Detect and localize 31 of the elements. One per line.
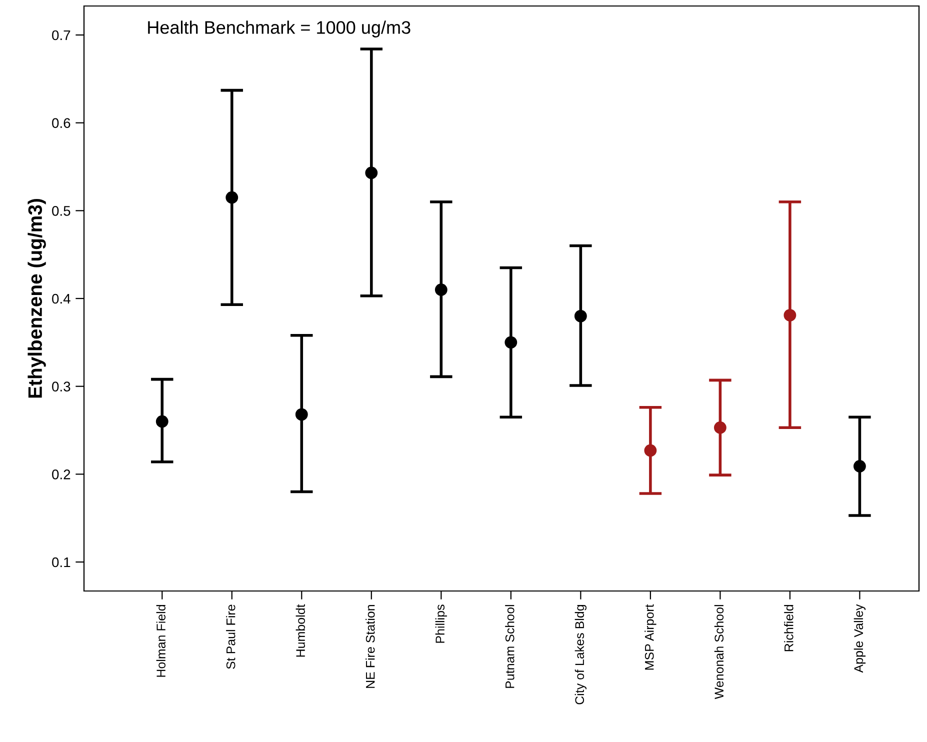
x-tick-label: Phillips (435, 604, 447, 643)
y-tick-label: 0.1 (52, 557, 70, 568)
y-axis-title: Ethylbenzene (ug/m3) (28, 198, 46, 398)
point (853, 460, 866, 472)
point (226, 191, 238, 204)
x-tick-label: St Paul Fire (226, 604, 236, 669)
point (574, 310, 587, 322)
x-tick-label: Humboldt (296, 604, 305, 657)
point (365, 166, 378, 180)
y-tick-label: 0.4 (52, 294, 70, 304)
point (784, 308, 796, 322)
y-tick-label: 0.2 (52, 470, 70, 480)
point (504, 336, 518, 349)
x-tick-label: Holman Field (156, 604, 166, 677)
y-tick-label: 0.6 (52, 118, 70, 128)
x-tick-label: Wenonah School (714, 605, 724, 700)
y-tick-label: 0.7 (52, 30, 70, 40)
point (434, 284, 448, 296)
y-tick-label: 0.5 (52, 206, 70, 216)
x-tick-label: MSP Airport (644, 604, 656, 670)
point (714, 421, 726, 434)
point (644, 444, 657, 457)
x-tick-label: City of Lakes Bldg (574, 604, 586, 704)
x-tick-label: Apple Valley (854, 604, 866, 673)
point (295, 408, 308, 421)
annotation: Health Benchmark = 1000 ug/m3 (148, 20, 410, 38)
x-tick-label: NE Fire Station (366, 605, 375, 688)
point (156, 415, 168, 428)
x-tick-label: Richfield (784, 605, 794, 652)
y-tick-label: 0.3 (52, 382, 70, 392)
x-tick-label: Putnam School (505, 605, 514, 688)
